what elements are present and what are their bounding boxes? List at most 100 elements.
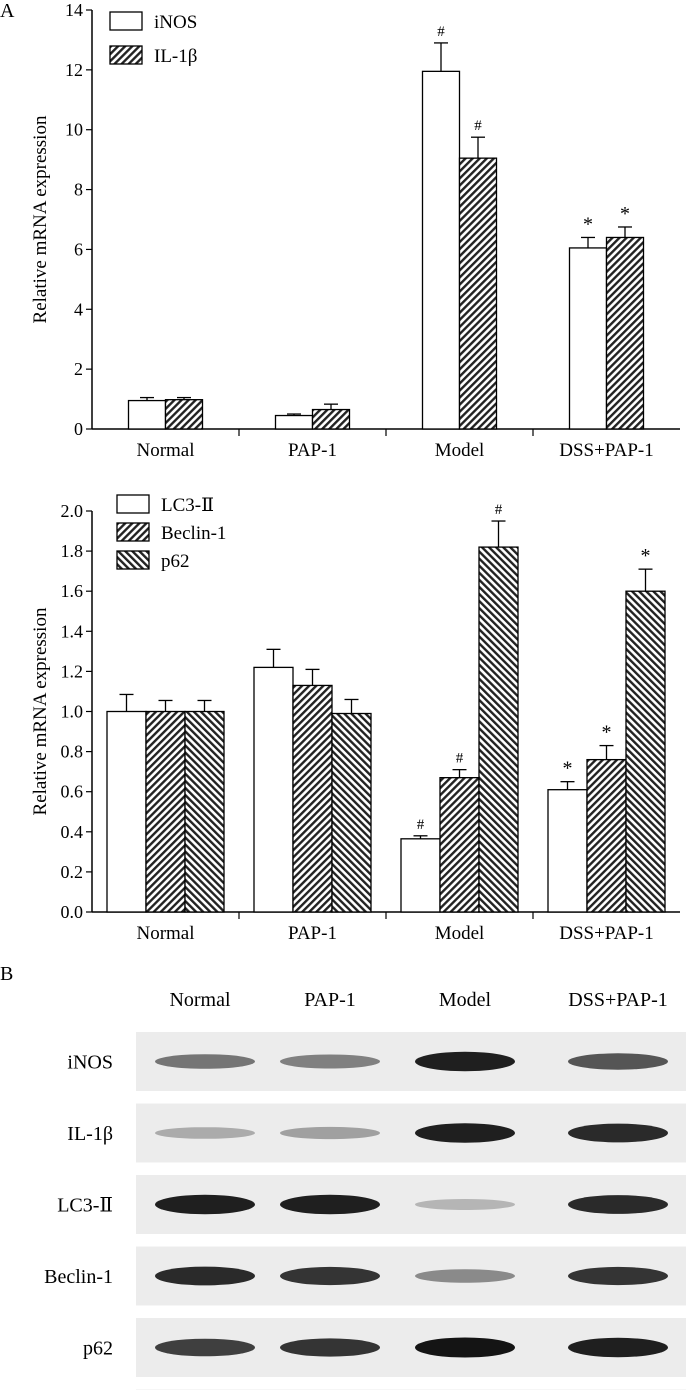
bar-il-1-normal bbox=[164, 399, 204, 430]
legend-swatch-inos bbox=[109, 11, 143, 31]
y-tick-label: 6 bbox=[74, 239, 83, 259]
x-tick-label-pap-1: PAP-1 bbox=[288, 923, 337, 944]
bar-p62-pap-1 bbox=[331, 712, 372, 913]
blot-band-inos-model bbox=[415, 1051, 515, 1072]
bar-lc3-pap-1 bbox=[253, 666, 294, 913]
x-tick-label-dss-pap-1: DSS+PAP-1 bbox=[559, 440, 654, 461]
x-tick-label-dss-pap-1: DSS+PAP-1 bbox=[559, 923, 654, 944]
y-tick-label: 1.2 bbox=[61, 661, 84, 681]
blot-band-beclin-1-pap-1 bbox=[280, 1266, 380, 1286]
panel-b-label: B bbox=[0, 963, 14, 985]
legend-label-lc3: LC3-Ⅱ bbox=[161, 495, 214, 516]
blot-band-beclin-1-model bbox=[415, 1269, 515, 1283]
chart-a-bottom-mrna-autophagy: 0.0 0.2 0.4 0.6 0.8 1.0 1.2 1.4 1.6 1.8 2.0 Relativ… bbox=[30, 494, 680, 944]
y-tick-label: 1.6 bbox=[61, 581, 84, 601]
significance-marker-il-1-model: # bbox=[474, 118, 482, 134]
blot-band-p62-model bbox=[415, 1337, 515, 1358]
y-tick-label: 1.0 bbox=[61, 702, 84, 722]
blot-band-il-1-dss-pap-1 bbox=[568, 1123, 668, 1143]
bar-lc3-dss-pap-1 bbox=[547, 789, 588, 913]
blot-strip-actin bbox=[136, 1389, 686, 1390]
legend-label-p62: p62 bbox=[161, 551, 190, 572]
bar-inos-pap-1 bbox=[274, 414, 314, 430]
blot-band-beclin-1-normal bbox=[155, 1266, 255, 1286]
blot-row-label-beclin-1: Beclin-1 bbox=[44, 1266, 113, 1288]
blot-band-il-1-model bbox=[415, 1123, 515, 1143]
blot-column-normal: Normal bbox=[169, 989, 231, 1011]
y-tick-label: 0 bbox=[74, 419, 83, 439]
y-tick-label: 4 bbox=[74, 299, 83, 319]
blot-band-p62-pap-1 bbox=[280, 1338, 380, 1357]
significance-marker-lc3-model: # bbox=[417, 817, 425, 833]
bar-p62-normal bbox=[184, 710, 225, 913]
bar-p62-dss-pap-1 bbox=[625, 590, 666, 913]
bar-lc3-model bbox=[400, 838, 441, 913]
y-tick-label: 8 bbox=[74, 180, 83, 200]
significance-marker-beclin-1-dss-pap-1: * bbox=[602, 722, 612, 744]
legend-swatch-il-1 bbox=[109, 45, 143, 65]
bar-il-1-model bbox=[458, 157, 498, 430]
y-tick-label: 0.8 bbox=[61, 742, 84, 762]
blot-row-label-p62: p62 bbox=[83, 1338, 113, 1360]
legend-label-inos: iNOS bbox=[154, 12, 197, 33]
y-axis-label: Relative mRNA expression bbox=[30, 607, 51, 815]
blot-column-model: Model bbox=[439, 989, 492, 1011]
bar-il-1-pap-1 bbox=[311, 408, 351, 430]
y-tick-label: 2.0 bbox=[61, 501, 84, 521]
y-tick-label: 0.6 bbox=[61, 782, 84, 802]
blot-band-inos-normal bbox=[155, 1054, 255, 1069]
y-tick-label: 1.8 bbox=[61, 541, 84, 561]
y-tick-label: 10 bbox=[65, 120, 83, 140]
significance-marker-inos-model: # bbox=[437, 24, 445, 40]
western-blot-panel: Normal PAP-1 Model DSS+PAP-1 iNOS IL-1β LC3-Ⅱ B… bbox=[44, 989, 686, 1390]
significance-marker-il-1-dss-pap-1: * bbox=[620, 203, 630, 225]
blot-band-lc3-dss-pap-1 bbox=[568, 1195, 668, 1214]
y-tick-label: 0.0 bbox=[61, 902, 84, 922]
legend-swatch-lc3 bbox=[116, 494, 150, 514]
blot-band-inos-dss-pap-1 bbox=[568, 1053, 668, 1070]
x-tick-label-model: Model bbox=[435, 440, 485, 461]
blot-row-label-inos: iNOS bbox=[67, 1052, 113, 1074]
y-tick-label: 2 bbox=[74, 359, 83, 379]
blot-band-lc3-model bbox=[415, 1199, 515, 1210]
significance-marker-inos-dss-pap-1: * bbox=[583, 213, 593, 235]
y-tick-label: 14 bbox=[65, 0, 83, 20]
y-tick-label: 0.4 bbox=[61, 822, 84, 842]
blot-column-pap-1: PAP-1 bbox=[304, 989, 356, 1011]
blot-band-p62-dss-pap-1 bbox=[568, 1337, 668, 1358]
significance-marker-beclin-1-model: # bbox=[456, 751, 464, 767]
bar-il-1-dss-pap-1 bbox=[605, 236, 645, 430]
blot-column-dss-pap-1: DSS+PAP-1 bbox=[568, 989, 667, 1011]
bar-beclin-1-pap-1 bbox=[292, 684, 333, 913]
y-tick-label: 0.2 bbox=[61, 862, 84, 882]
y-axis-label: Relative mRNA expression bbox=[30, 115, 51, 323]
bar-inos-dss-pap-1 bbox=[568, 247, 608, 430]
blot-band-inos-pap-1 bbox=[280, 1054, 380, 1069]
legend-label-il-1: IL-1β bbox=[154, 46, 197, 67]
legend-swatch-p62 bbox=[116, 550, 150, 570]
x-tick-label-normal: Normal bbox=[136, 440, 194, 461]
y-tick-label: 12 bbox=[65, 60, 83, 80]
panel-a-label: A bbox=[0, 0, 15, 22]
legend-label-beclin-1: Beclin-1 bbox=[161, 523, 226, 544]
x-tick-label-pap-1: PAP-1 bbox=[288, 440, 337, 461]
blot-row-label-il-1: IL-1β bbox=[67, 1123, 113, 1145]
blot-band-il-1-pap-1 bbox=[280, 1126, 380, 1140]
significance-marker-p62-model: # bbox=[495, 502, 503, 518]
y-tick-label: 1.4 bbox=[61, 621, 84, 641]
significance-marker-p62-dss-pap-1: * bbox=[641, 545, 651, 567]
bar-beclin-1-normal bbox=[145, 710, 186, 913]
blot-band-beclin-1-dss-pap-1 bbox=[568, 1266, 668, 1286]
bar-inos-normal bbox=[127, 399, 167, 430]
bar-beclin-1-dss-pap-1 bbox=[586, 758, 627, 913]
chart-a-top-mrna-inos-il1b: 0 2 4 6 8 10 12 14 Relative mRNA expression Norma… bbox=[30, 0, 680, 461]
blot-band-lc3-pap-1 bbox=[280, 1194, 380, 1215]
blot-band-lc3-normal bbox=[155, 1194, 255, 1215]
blot-row-label-lc3: LC3-Ⅱ bbox=[57, 1195, 113, 1217]
blot-band-p62-normal bbox=[155, 1338, 255, 1357]
legend-swatch-beclin-1 bbox=[116, 522, 150, 542]
bar-p62-model bbox=[478, 546, 519, 913]
bar-lc3-normal bbox=[106, 710, 147, 913]
x-tick-label-normal: Normal bbox=[136, 923, 194, 944]
